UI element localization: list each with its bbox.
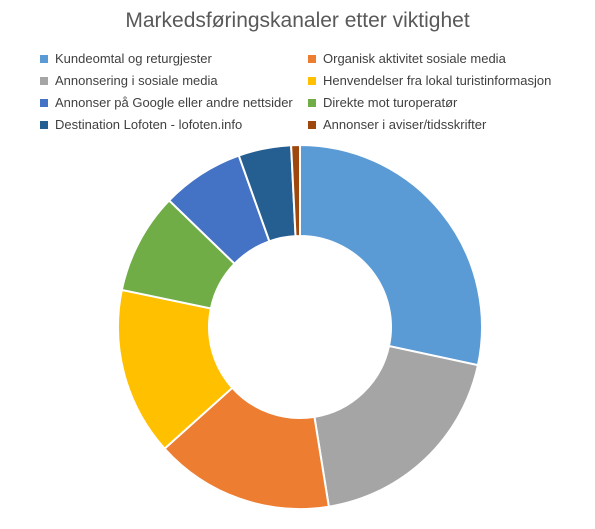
legend-swatch (308, 98, 316, 107)
legend-item: Organisk aktivitet sosiale media (308, 51, 506, 66)
legend-label: Henvendelser fra lokal turistinformasjon (323, 73, 552, 88)
legend-swatch (40, 120, 48, 129)
donut-slice (313, 344, 480, 508)
legend-item: Kundeomtal og returgjester (40, 51, 212, 66)
legend-label: Destination Lofoten - lofoten.info (55, 117, 243, 132)
legend-item: Annonser på Google eller andre nettsider (40, 95, 293, 110)
legend-swatch (308, 76, 316, 85)
donut-slice (163, 386, 331, 510)
legend-swatch (308, 54, 316, 63)
legend-item: Henvendelser fra lokal turistinformasjon (308, 73, 551, 88)
legend-label: Direkte mot turoperatør (323, 95, 458, 110)
chart-title: Markedsføringskanaler etter viktighet (125, 9, 470, 32)
legend-swatch (40, 76, 48, 85)
legend-label: Organisk aktivitet sosiale media (323, 51, 506, 66)
donut-slice (290, 143, 301, 238)
legend-label: Kundeomtal og returgjester (55, 51, 212, 66)
legend-swatch (40, 54, 48, 63)
legend-swatch (308, 120, 316, 129)
legend-item: Annonsering i sosiale media (40, 73, 218, 88)
legend-swatch (40, 98, 48, 107)
donut-slice (117, 288, 234, 451)
legend-item: Direkte mot turoperatør (308, 95, 457, 110)
donut-slice (299, 143, 483, 367)
legend-label: Annonser på Google eller andre nettsider (55, 95, 293, 110)
legend-label: Annonser i aviser/tidsskrifter (323, 117, 487, 132)
legend-item: Annonser i aviser/tidsskrifter (308, 117, 486, 132)
legend-item: Destination Lofoten - lofoten.info (40, 117, 242, 132)
legend-label: Annonsering i sosiale media (55, 73, 218, 88)
